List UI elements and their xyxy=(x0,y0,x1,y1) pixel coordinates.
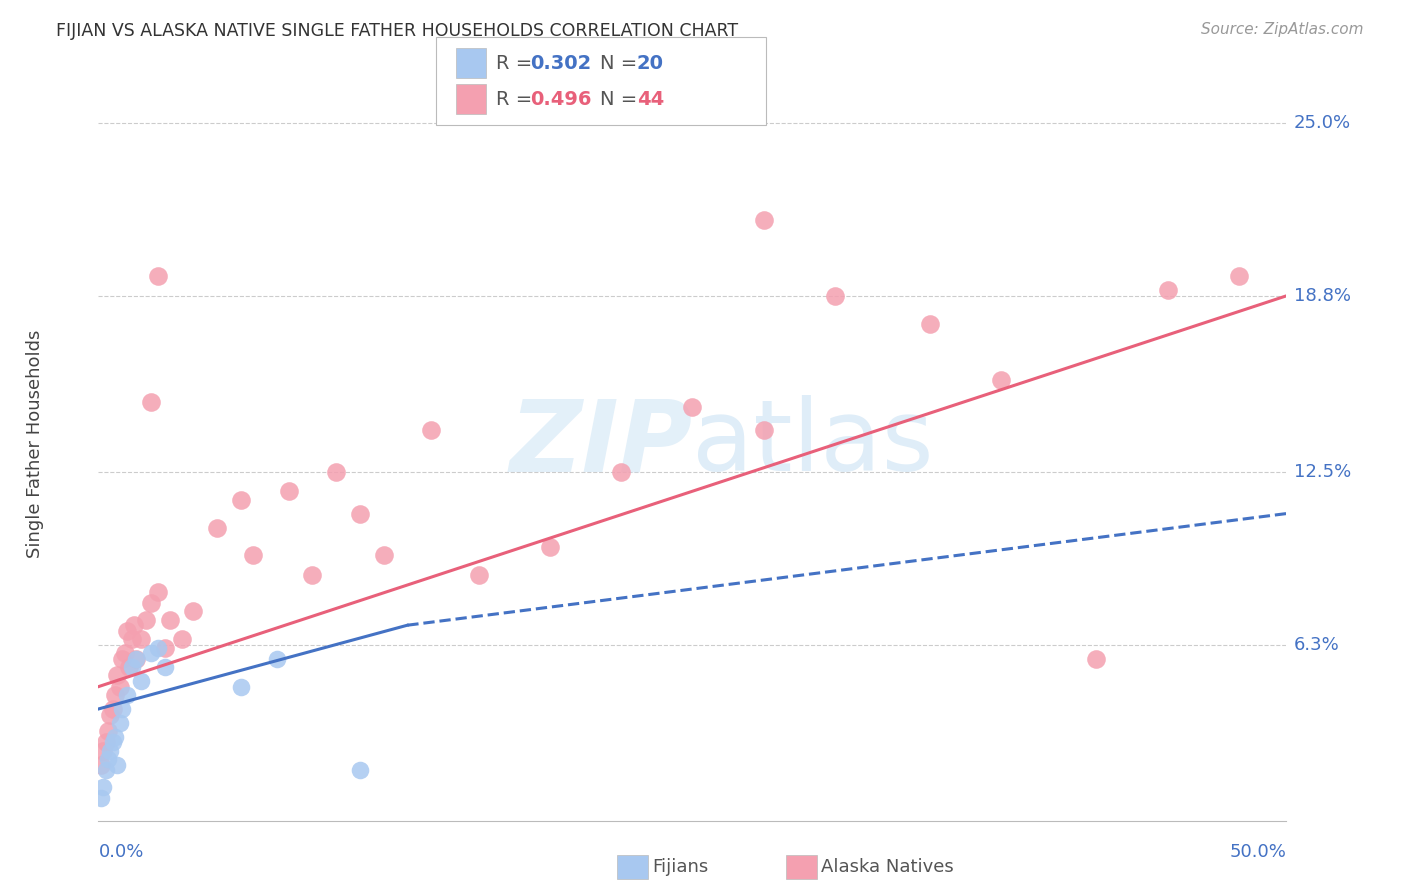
Point xyxy=(111,651,134,665)
Point xyxy=(1156,283,1178,297)
Point xyxy=(98,744,121,758)
Text: Fijians: Fijians xyxy=(652,858,709,876)
Point xyxy=(153,640,176,655)
Point xyxy=(107,757,129,772)
Point xyxy=(97,752,120,766)
Point xyxy=(752,423,775,437)
Text: ZIP: ZIP xyxy=(509,395,692,492)
Point xyxy=(121,660,143,674)
Text: R =: R = xyxy=(496,54,538,72)
Text: R =: R = xyxy=(496,90,538,109)
Point xyxy=(752,213,775,227)
Point xyxy=(207,520,229,534)
Point xyxy=(101,735,124,749)
Point xyxy=(108,715,131,730)
Text: 44: 44 xyxy=(637,90,664,109)
Point xyxy=(146,584,169,599)
Point xyxy=(1227,269,1250,284)
Point xyxy=(373,549,395,563)
Point xyxy=(229,492,252,507)
Text: 25.0%: 25.0% xyxy=(1294,114,1351,132)
Point xyxy=(135,613,157,627)
Text: N =: N = xyxy=(600,90,644,109)
Point xyxy=(94,735,117,749)
Point xyxy=(229,680,252,694)
Text: 20: 20 xyxy=(637,54,664,72)
Point xyxy=(91,780,114,794)
Text: 6.3%: 6.3% xyxy=(1294,636,1340,654)
Text: 50.0%: 50.0% xyxy=(1230,843,1286,861)
Point xyxy=(681,401,703,415)
Point xyxy=(824,289,846,303)
Point xyxy=(94,764,117,778)
Text: FIJIAN VS ALASKA NATIVE SINGLE FATHER HOUSEHOLDS CORRELATION CHART: FIJIAN VS ALASKA NATIVE SINGLE FATHER HO… xyxy=(56,22,738,40)
Point xyxy=(107,668,129,682)
Point xyxy=(115,624,138,638)
Point xyxy=(115,688,138,702)
Point xyxy=(104,730,127,744)
Point xyxy=(111,702,134,716)
Point xyxy=(420,423,443,437)
Point xyxy=(90,757,112,772)
Point xyxy=(108,680,131,694)
Point xyxy=(121,632,143,647)
Point xyxy=(125,651,148,665)
Point xyxy=(349,764,371,778)
Point xyxy=(467,568,489,582)
Point xyxy=(91,744,114,758)
Text: Single Father Households: Single Father Households xyxy=(27,329,44,558)
Point xyxy=(114,646,136,660)
Text: Source: ZipAtlas.com: Source: ZipAtlas.com xyxy=(1201,22,1364,37)
Text: 0.302: 0.302 xyxy=(530,54,592,72)
Text: 0.496: 0.496 xyxy=(530,90,592,109)
Point xyxy=(125,651,148,665)
Point xyxy=(101,702,124,716)
Point xyxy=(325,465,347,479)
Point xyxy=(349,507,371,521)
Point xyxy=(97,724,120,739)
Point xyxy=(183,604,205,618)
Point xyxy=(139,646,162,660)
Point xyxy=(139,395,162,409)
Point xyxy=(129,674,152,689)
Point xyxy=(139,596,162,610)
Text: atlas: atlas xyxy=(692,395,934,492)
Point xyxy=(610,465,633,479)
Point xyxy=(122,618,145,632)
Point xyxy=(920,317,942,331)
Point xyxy=(159,613,181,627)
Point xyxy=(170,632,193,647)
Point xyxy=(242,549,264,563)
Point xyxy=(301,568,323,582)
Point xyxy=(98,707,121,722)
Point xyxy=(146,269,169,284)
Point xyxy=(104,688,127,702)
Text: 0.0%: 0.0% xyxy=(98,843,143,861)
Point xyxy=(990,373,1012,387)
Point xyxy=(1085,651,1108,665)
Point xyxy=(266,651,288,665)
Point xyxy=(90,791,112,805)
Text: N =: N = xyxy=(600,54,644,72)
Point xyxy=(118,660,141,674)
Text: 18.8%: 18.8% xyxy=(1294,287,1351,305)
Point xyxy=(538,540,561,554)
Point xyxy=(277,484,299,499)
Point xyxy=(153,660,176,674)
Text: Alaska Natives: Alaska Natives xyxy=(821,858,953,876)
Point xyxy=(129,632,152,647)
Point xyxy=(146,640,169,655)
Text: 12.5%: 12.5% xyxy=(1294,463,1351,481)
